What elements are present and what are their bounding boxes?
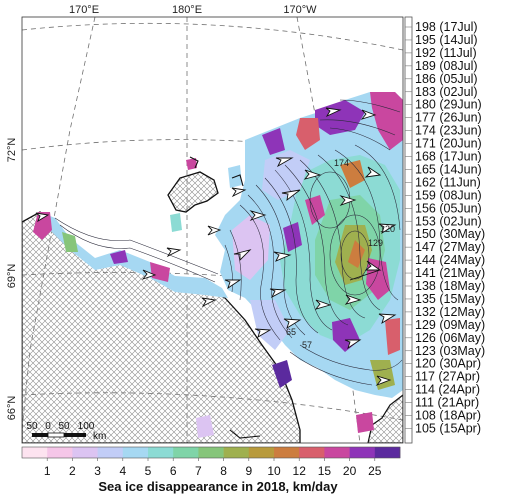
color-legend-label: 4 (119, 464, 126, 478)
day-legend-label: 120 (30Apr) (415, 357, 481, 371)
color-legend-label: 20 (343, 464, 357, 478)
contour-label: 129 (368, 238, 383, 248)
color-legend-label: 8 (220, 464, 227, 478)
color-legend-cell (374, 447, 401, 458)
day-legend-label: 195 (14Jul) (415, 33, 478, 47)
color-legend-label: 15 (318, 464, 332, 478)
color-legend-label: 2 (69, 464, 76, 478)
color-legend-cell (223, 447, 250, 458)
color-legend-label: 12 (293, 464, 307, 478)
day-legend-label: 177 (26Jun) (415, 111, 482, 125)
color-legend-cell (324, 447, 350, 458)
color-legend-label: 9 (245, 464, 252, 478)
day-legend-label: 159 (08Jun) (415, 188, 482, 202)
day-legend-label: 153 (02Jun) (415, 214, 482, 228)
color-legend-cell (274, 447, 300, 458)
color-legend-label: 5 (145, 464, 152, 478)
day-legend-label: 135 (15May) (415, 292, 485, 306)
day-legend-label: 150 (30May) (415, 227, 485, 241)
color-legend-cell (72, 447, 98, 458)
scale-tick-label: 50 (58, 421, 70, 432)
color-legend-cell (47, 447, 73, 458)
day-legend-label: 141 (21May) (415, 266, 485, 280)
day-legend-label: 162 (11Jun) (415, 175, 481, 189)
contour-labels: 174 129 120 65 57 (286, 158, 395, 350)
color-legend-cell (122, 447, 149, 458)
color-legend-cell (349, 447, 376, 458)
contour-label: 57 (302, 340, 312, 350)
coastline-fragments (189, 156, 261, 439)
day-legend-label: 144 (24May) (415, 253, 485, 267)
day-legend-label: 180 (29Jun) (415, 98, 482, 112)
day-legend-label: 171 (20Jun) (415, 137, 482, 151)
scale-tick-label: 50 (26, 421, 38, 432)
color-legend-caption: Sea ice disappearance in 2018, km/day (98, 479, 338, 494)
color-legend-cell (173, 447, 199, 458)
day-legend-label: 129 (09May) (415, 318, 485, 332)
day-legend-label: 192 (11Jul) (415, 46, 477, 60)
day-legend-label: 186 (05Jul) (415, 72, 478, 86)
color-legend-cell (248, 447, 275, 458)
contour-label: 120 (380, 224, 395, 234)
scale-tick-label: 0 (45, 421, 51, 432)
color-legend-cell (97, 447, 124, 458)
longitude-label-180e: 180°E (172, 4, 202, 16)
color-legend-label: 3 (94, 464, 101, 478)
scale-tick-label: 100 (78, 421, 95, 432)
day-legend-label: 174 (23Jun) (415, 124, 482, 138)
day-legend-label: 105 (15Apr) (415, 421, 481, 435)
color-legend-label: 25 (368, 464, 382, 478)
day-legend-label: 111 (21Apr) (415, 396, 479, 410)
latitude-label-72n: 72°N (6, 138, 18, 163)
latitude-label-66n: 66°N (6, 396, 18, 421)
drift-arrows (35, 107, 397, 387)
longitude-label-170w: 170°W (283, 4, 317, 16)
scale-bar: 50 0 50 100 km (26, 421, 106, 442)
longitude-label-170e: 170°E (69, 4, 99, 16)
day-legend-label: 156 (05Jun) (415, 201, 482, 215)
color-legend: 1 2 3 4 5 6 7 8 9 10 12 15 20 25 Sea ice disappearanc… (21, 446, 401, 494)
latitude-label-69n: 69°N (6, 264, 18, 289)
day-legend-label: 126 (06May) (415, 331, 485, 345)
day-legend-label: 168 (17Jun) (415, 150, 482, 164)
color-legend-cell (299, 447, 325, 458)
map-border (21, 16, 404, 444)
day-legend-label: 132 (12May) (415, 305, 485, 319)
color-legend-cell (22, 447, 48, 458)
day-legend: 198 (17Jul)195 (14Jul)192 (11Jul)189 (08… (404, 16, 485, 444)
day-legend-label: 198 (17Jul) (415, 20, 478, 34)
color-legend-cell (148, 447, 174, 458)
day-legend-label: 114 (24Apr) (415, 383, 480, 397)
contour-label: 174 (334, 158, 349, 168)
color-legend-label: 1 (44, 464, 51, 478)
color-legend-label: 6 (170, 464, 177, 478)
color-legend-cell (198, 447, 224, 458)
day-legend-label: 165 (14Jun) (415, 162, 482, 176)
day-legend-label: 123 (03May) (415, 344, 485, 358)
contour-label: 65 (286, 327, 296, 337)
day-legend-label: 183 (02Jul) (415, 85, 478, 99)
day-legend-label: 189 (08Jul) (415, 59, 478, 73)
land-wrangel-island (167, 171, 219, 213)
day-legend-label: 138 (18May) (415, 279, 485, 293)
scale-unit: km (93, 431, 106, 442)
day-legend-label: 108 (18Apr) (415, 409, 481, 423)
color-legend-label: 10 (267, 464, 281, 478)
color-legend-label: 7 (195, 464, 202, 478)
day-legend-label: 147 (27May) (415, 240, 485, 254)
day-legend-label: 117 (27Apr) (415, 370, 480, 384)
